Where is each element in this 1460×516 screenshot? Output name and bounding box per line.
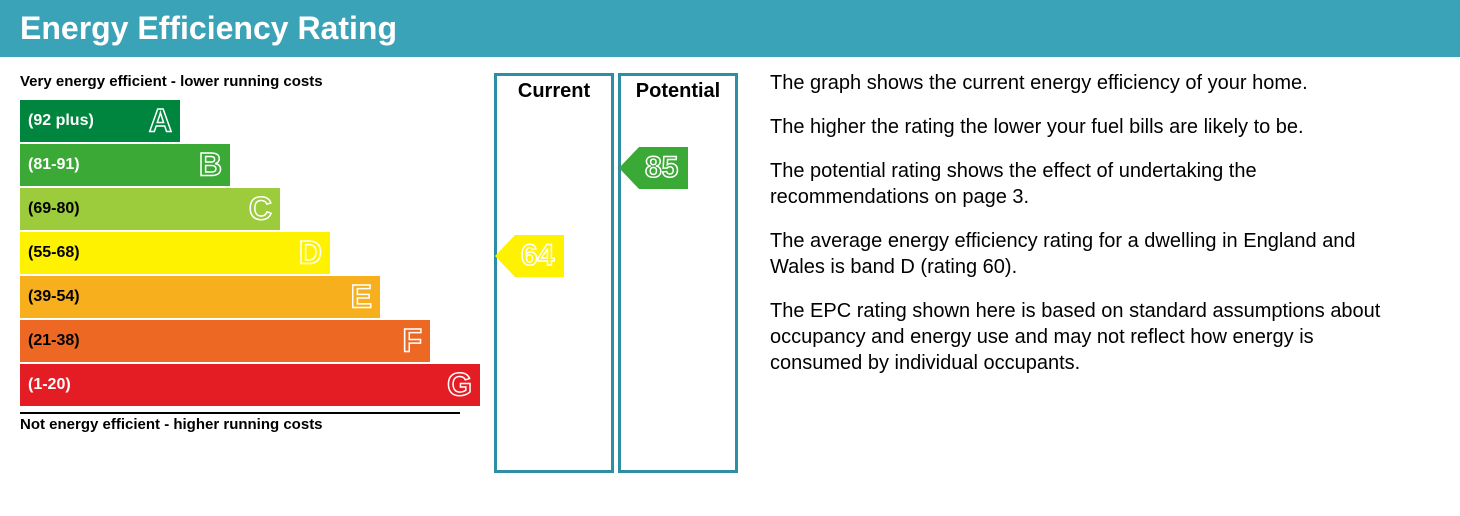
band-letter: G [447, 367, 472, 404]
description-paragraph: The EPC rating shown here is based on st… [770, 298, 1410, 376]
band-letter: E [351, 279, 372, 316]
band-letter: C [249, 191, 272, 228]
title-bar: Energy Efficiency Rating [0, 0, 1460, 57]
main-container: Very energy efficient - lower running co… [0, 65, 1460, 473]
band-letter: F [402, 323, 422, 360]
description-paragraph: The average energy efficiency rating for… [770, 228, 1410, 280]
band-range: (21-38) [20, 332, 80, 350]
bottom-efficiency-note: Not energy efficient - higher running co… [20, 412, 460, 433]
band-range: (81-91) [20, 156, 80, 174]
band-f: (21-38) F [20, 320, 430, 362]
band-g: (1-20) G [20, 364, 480, 406]
band-range: (39-54) [20, 288, 80, 306]
chart-area: Very energy efficient - lower running co… [20, 73, 490, 473]
rating-value: 85 [645, 151, 678, 185]
band-b: (81-91) B [20, 144, 230, 186]
arrow-shape: 85 [639, 147, 688, 189]
band-range: (1-20) [20, 376, 71, 394]
rating-arrow-current: 64 [515, 235, 564, 277]
band-range: (55-68) [20, 244, 80, 262]
rating-value: 64 [521, 239, 554, 273]
potential-header: Potential [621, 76, 735, 109]
rating-arrow-potential: 85 [639, 147, 688, 189]
left-panel: Very energy efficient - lower running co… [0, 65, 755, 473]
current-column: Current 64 [494, 73, 614, 473]
band-range: (69-80) [20, 200, 80, 218]
current-header: Current [497, 76, 611, 109]
band-letter: D [299, 235, 322, 272]
band-letter: A [149, 103, 172, 140]
potential-column: Potential 85 [618, 73, 738, 473]
top-efficiency-note: Very energy efficient - lower running co… [20, 73, 490, 90]
band-range: (92 plus) [20, 112, 94, 130]
band-letter: B [199, 147, 222, 184]
band-d: (55-68) D [20, 232, 330, 274]
arrow-point-icon [495, 235, 515, 277]
description-paragraph: The higher the rating the lower your fue… [770, 114, 1410, 140]
rating-columns: Current 64 Potential 85 [490, 73, 738, 473]
band-c: (69-80) C [20, 188, 280, 230]
arrow-point-icon [619, 147, 639, 189]
band-e: (39-54) E [20, 276, 380, 318]
description-panel: The graph shows the current energy effic… [755, 65, 1435, 473]
description-paragraph: The potential rating shows the effect of… [770, 158, 1410, 210]
arrow-shape: 64 [515, 235, 564, 277]
rating-bands: (92 plus) A (81-91) B (69-80) C (55-68) D (39-54… [20, 100, 490, 406]
band-a: (92 plus) A [20, 100, 180, 142]
description-paragraph: The graph shows the current energy effic… [770, 70, 1410, 96]
